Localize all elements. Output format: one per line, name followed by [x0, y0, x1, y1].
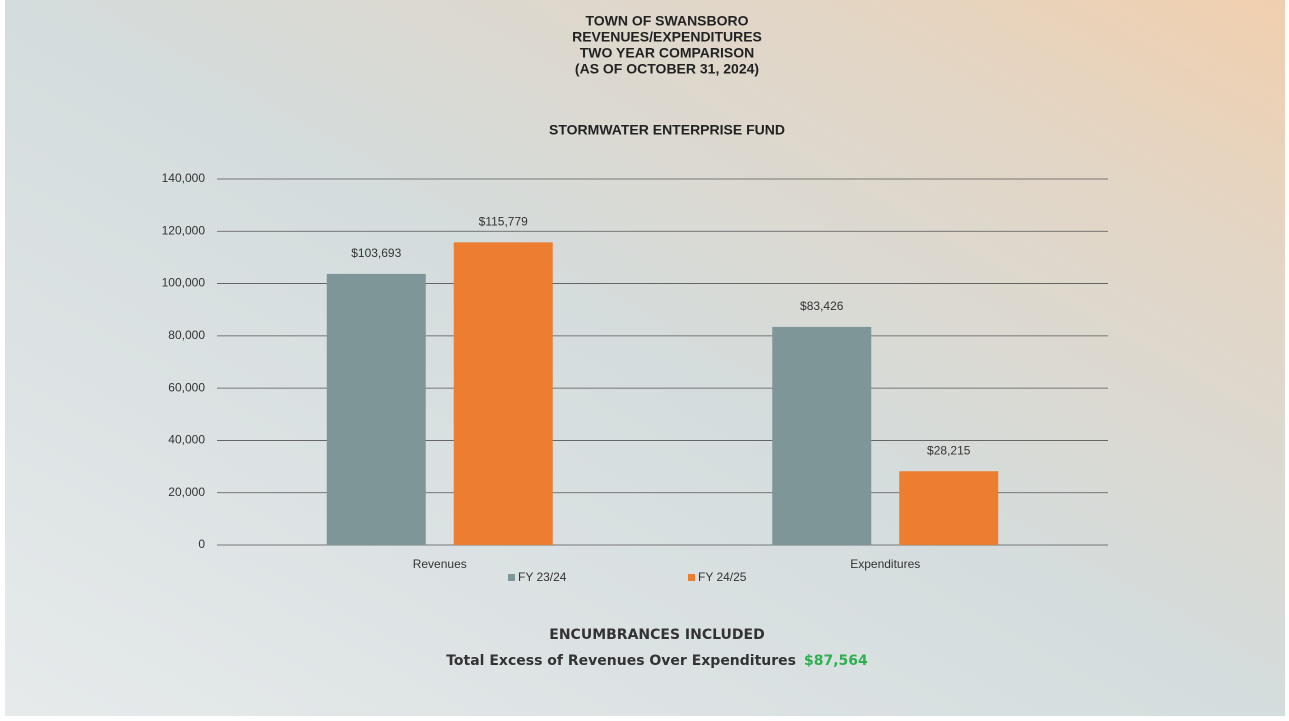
annotation: ENCUMBRANCES INCLUDED	[549, 627, 764, 643]
y-tick-label: 140,000	[162, 171, 206, 185]
annotation: Total Excess of Revenues Over Expenditur…	[446, 653, 868, 669]
background	[5, 0, 1285, 716]
annotation-value: $87,564	[804, 653, 868, 669]
data-label: $103,693	[351, 246, 401, 260]
x-tick-label: Revenues	[413, 557, 467, 571]
data-label: $115,779	[479, 214, 528, 228]
y-tick-label: 100,000	[162, 276, 206, 290]
y-tick-label: 80,000	[168, 328, 205, 342]
y-tick-label: 120,000	[162, 223, 206, 237]
legend-swatch	[508, 574, 515, 581]
chart-subtitle: STORMWATER ENTERPRISE FUND	[549, 122, 785, 138]
annotation: Total Excess of Revenues Over Expenditur…	[446, 653, 796, 669]
data-label: $83,426	[800, 299, 844, 313]
chart-title: (AS OF OCTOBER 31, 2024)	[575, 61, 759, 77]
chart-title: REVENUES/EXPENDITURES	[572, 29, 762, 45]
bar	[772, 326, 872, 545]
chart-title: TWO YEAR COMPARISON	[580, 45, 755, 61]
data-label: $28,215	[927, 443, 971, 457]
bar	[326, 273, 426, 545]
y-tick-label: 0	[198, 537, 205, 551]
chart-title: TOWN OF SWANSBORO	[585, 13, 748, 29]
y-tick-label: 40,000	[168, 433, 205, 447]
legend-label: FY 24/25	[698, 570, 747, 584]
legend-label: FY 23/24	[518, 570, 567, 584]
legend-swatch	[688, 574, 695, 581]
y-tick-label: 60,000	[168, 380, 205, 394]
bar	[453, 242, 553, 545]
y-tick-label: 20,000	[168, 485, 205, 499]
x-tick-label: Expenditures	[850, 557, 920, 571]
bar	[899, 471, 999, 545]
